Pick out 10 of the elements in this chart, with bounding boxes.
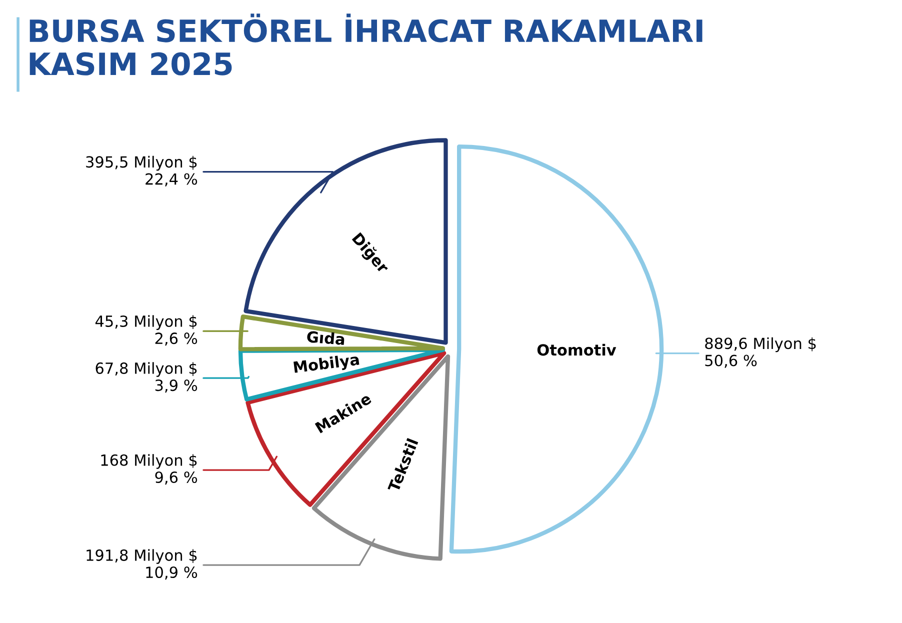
data-label: 395,5 Milyon $ 22,4 %: [86, 156, 198, 186]
data-label: 889,6 Milyon $ 50,6 %: [705, 337, 816, 368]
data-label: 45,3 Milyon $ 2,6 %: [95, 315, 198, 346]
chart-title: BURSA SEKTÖREL İHRACAT RAKAMLARI KASIM 2025: [30, 14, 702, 76]
data-label: 168 Milyon $ 9,6 %: [101, 454, 198, 485]
data-label: 191,8 Milyon $ 10,9 %: [86, 549, 198, 580]
slice-label: Otomotiv: [537, 344, 616, 356]
slice-label: Mobilya: [293, 353, 360, 376]
slice-label: Gıda: [306, 330, 345, 346]
data-label: 67,8 Milyon $ 3,9 %: [96, 362, 198, 393]
